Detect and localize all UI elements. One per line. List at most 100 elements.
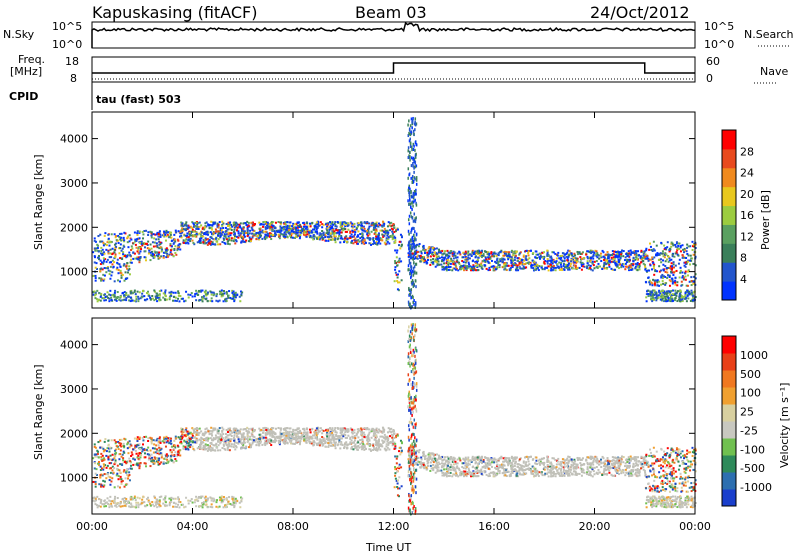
power-cell: [674, 282, 676, 284]
power-cell: [682, 254, 684, 256]
power-cell: [495, 262, 497, 264]
power-cell: [675, 265, 677, 267]
power-cell: [226, 298, 228, 300]
velocity-cell: [557, 458, 559, 460]
power-cell: [637, 250, 639, 252]
power-cell: [165, 289, 167, 291]
power-cell: [337, 221, 339, 223]
power-cell: [447, 262, 449, 264]
power-cell: [409, 198, 411, 201]
power-cell: [118, 236, 120, 238]
power-cell: [653, 265, 655, 267]
velocity-cell: [109, 479, 111, 481]
power-cell: [148, 253, 150, 255]
velocity-cell: [435, 464, 437, 466]
power-cell: [123, 246, 125, 248]
power-cell: [510, 262, 512, 264]
power-cell: [118, 242, 120, 244]
power-cell: [420, 251, 422, 253]
velocity-cell: [579, 473, 581, 475]
velocity-cell: [675, 471, 677, 473]
power-cell: [496, 258, 498, 260]
power-cell: [453, 257, 455, 259]
power-cell: [677, 290, 679, 292]
power-cell: [415, 252, 417, 255]
power-cell: [606, 268, 608, 270]
velocity-cell: [532, 458, 534, 460]
cpid-value: tau (fast) 503: [96, 93, 181, 106]
power-cell: [100, 296, 102, 298]
power-cell: [605, 254, 607, 256]
power-cell: [465, 261, 467, 263]
power-cell: [411, 246, 413, 249]
power-cell: [356, 241, 358, 243]
power-cell: [361, 225, 363, 227]
power-cell: [93, 275, 95, 277]
power-cell: [269, 229, 271, 231]
power-cell: [246, 221, 248, 223]
power-cell: [556, 257, 558, 259]
power-cell: [135, 293, 137, 295]
power-cell: [412, 270, 414, 273]
power-cell: [547, 263, 549, 265]
power-cell: [109, 290, 111, 292]
velocity-cell: [118, 448, 120, 450]
power-cell: [361, 223, 363, 225]
power-cell: [167, 255, 169, 257]
velocity-cell: [210, 427, 212, 429]
power-cell: [619, 264, 621, 266]
power-cell: [132, 252, 134, 254]
power-cell: [509, 269, 511, 271]
power-cell: [228, 235, 230, 237]
power-cell: [563, 263, 565, 265]
velocity-cell: [671, 468, 673, 470]
power-cell: [320, 221, 322, 223]
power-cell: [332, 224, 334, 226]
power-cell: [637, 262, 639, 264]
power-cell: [546, 250, 548, 252]
power-cell: [196, 228, 198, 230]
power-cell: [303, 226, 305, 228]
power-cell: [123, 263, 125, 265]
power-cell: [654, 270, 656, 272]
power-cell: [111, 299, 113, 301]
power-cell: [674, 280, 676, 282]
power-cell: [340, 231, 342, 233]
power-cell: [508, 265, 510, 267]
power-cell: [359, 233, 361, 235]
power-cell: [676, 241, 678, 243]
colorbar-tick-label: 4: [740, 273, 747, 286]
power-cell: [144, 246, 146, 248]
power-cell: [623, 250, 625, 252]
power-cell: [691, 280, 693, 282]
power-cell: [182, 230, 184, 232]
power-cell: [219, 291, 221, 293]
power-cell: [412, 295, 414, 298]
power-cell: [391, 231, 393, 233]
power-cell: [263, 224, 265, 226]
power-cell: [151, 248, 153, 250]
power-cell: [561, 259, 563, 261]
power-cell: [139, 231, 141, 233]
power-cell: [680, 290, 682, 292]
power-cell: [416, 204, 418, 207]
power-cell: [136, 298, 138, 300]
y-tick-label: 2000: [60, 221, 88, 234]
power-cell: [371, 231, 373, 233]
power-cell: [132, 292, 134, 294]
power-cell: [163, 292, 165, 294]
power-cell: [511, 250, 513, 252]
power-cell: [593, 252, 595, 254]
velocity-cell: [99, 440, 101, 442]
power-cell: [248, 240, 250, 242]
power-cell: [117, 279, 119, 281]
power-cell: [153, 256, 155, 258]
power-cell: [361, 233, 363, 235]
power-cell: [98, 299, 100, 301]
power-cell: [344, 228, 346, 230]
power-cell: [347, 222, 349, 224]
power-cell: [142, 231, 144, 233]
power-cell: [559, 255, 561, 257]
power-cell: [357, 243, 359, 245]
y-tick-label: 3000: [60, 177, 88, 190]
